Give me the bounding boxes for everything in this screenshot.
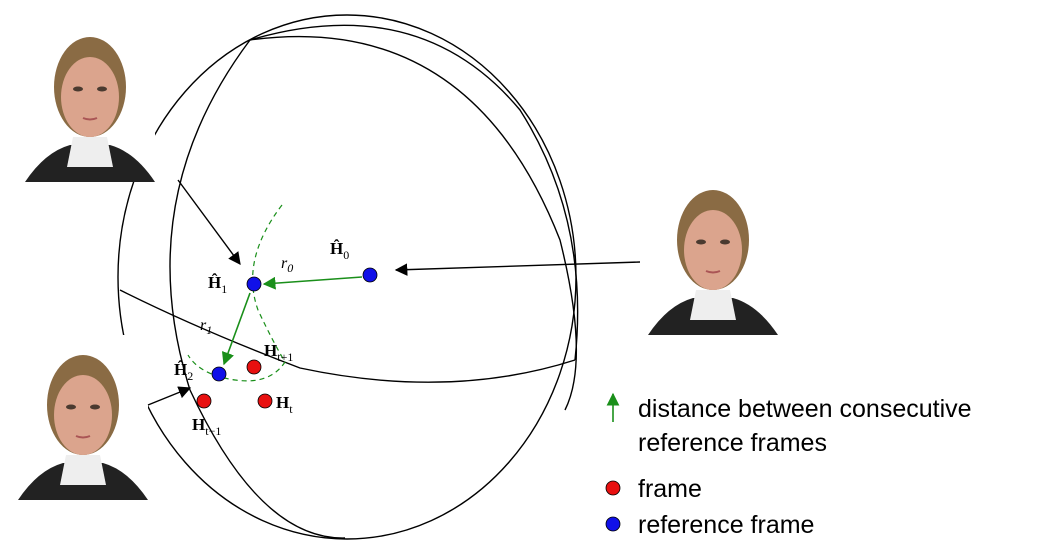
label-part: H xyxy=(276,393,289,412)
label-part: Ĥ xyxy=(330,239,343,258)
label-part: 1 xyxy=(221,282,227,296)
label-part: 0 xyxy=(287,261,293,275)
edge-label: r1 xyxy=(200,317,212,337)
image-arrows xyxy=(147,179,641,406)
radius-arcs xyxy=(187,204,286,382)
label-part: Ĥ xyxy=(208,273,221,292)
legend-text: distance between consecutive xyxy=(638,395,972,423)
label-part: r xyxy=(281,255,288,272)
node-label: Ht xyxy=(276,393,293,416)
legend-text: reference frame xyxy=(638,511,814,539)
face-image xyxy=(647,169,779,336)
face-image xyxy=(17,334,149,501)
node-label: Ht+1 xyxy=(264,341,293,364)
label-part: H xyxy=(192,415,205,434)
label-part: t xyxy=(289,402,293,416)
legend-text: reference frames xyxy=(638,429,827,457)
label-part: t−1 xyxy=(205,424,221,438)
sphere xyxy=(117,14,579,540)
node-labels: Ĥ0 Ĥ1 Ĥ2 Ht+1 Ht Ht−1 r0 r1 xyxy=(174,239,349,438)
label-part: 2 xyxy=(187,369,193,383)
edge-label: r0 xyxy=(281,255,293,275)
label-part: r xyxy=(200,317,207,334)
node-label: Ht−1 xyxy=(192,415,221,438)
label-part: Ĥ xyxy=(174,360,187,379)
label-part: t+1 xyxy=(277,350,293,364)
legend-text: frame xyxy=(638,475,702,503)
node-label: Ĥ0 xyxy=(330,239,349,262)
label-part: 0 xyxy=(343,248,349,262)
legend-dot xyxy=(605,480,621,496)
legend: distance between consecutive reference f… xyxy=(605,392,972,539)
face-image xyxy=(24,16,156,183)
label-part: H xyxy=(264,341,277,360)
legend-dot xyxy=(605,516,621,532)
distance-arrows xyxy=(221,276,363,366)
node-label: Ĥ1 xyxy=(208,273,227,296)
node-label: Ĥ2 xyxy=(174,360,193,383)
label-part: 1 xyxy=(206,323,212,337)
points xyxy=(196,267,378,409)
